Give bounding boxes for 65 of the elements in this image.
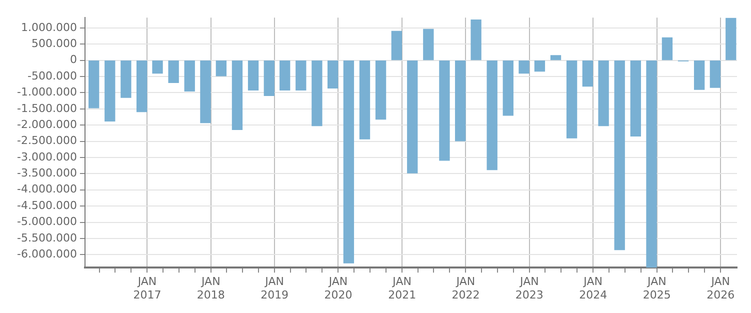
x-tick-label: JAN 2026: [706, 275, 735, 302]
bar: [391, 30, 402, 60]
bar: [470, 20, 482, 60]
bar: [582, 60, 594, 87]
bar: [726, 18, 736, 60]
x-tick-label: JAN 2018: [196, 275, 225, 302]
bar: [216, 60, 227, 76]
bar: [407, 60, 418, 174]
bar: [136, 60, 148, 112]
x-tick-label: JAN 2020: [324, 275, 352, 302]
bar: [264, 60, 274, 96]
x-tick-label: JAN 2023: [515, 275, 544, 302]
x-tick-label: JAN 2025: [642, 275, 671, 302]
x-tick-label: JAN 2017: [133, 275, 162, 302]
bar: [359, 60, 370, 140]
y-tick-label: -1.000.000: [17, 86, 77, 99]
bar: [232, 60, 243, 130]
bar: [104, 60, 116, 122]
y-tick-label: -5.000.000: [17, 215, 77, 228]
bar: [280, 60, 290, 90]
y-tick-label: -4.000.000: [17, 182, 77, 196]
bar: [614, 60, 625, 250]
y-tick-label: -6.000.000: [17, 248, 77, 261]
y-tick-label: -2.500.000: [17, 134, 77, 148]
bar: [486, 60, 498, 170]
bar: [200, 60, 211, 124]
bar: [375, 60, 386, 120]
bar: [312, 60, 322, 126]
y-tick-label: -2.000.000: [17, 118, 77, 131]
bar: [502, 60, 514, 116]
y-tick-label: -3.000.000: [17, 150, 77, 164]
bar: [439, 60, 450, 161]
bar: [168, 60, 179, 84]
bar: [710, 60, 721, 88]
bar: [184, 60, 195, 92]
bar: [550, 55, 562, 60]
bar: [248, 60, 259, 90]
bar: [328, 60, 338, 89]
bar: [694, 60, 705, 90]
bar: [423, 28, 434, 60]
y-tick-label: -4.500.000: [17, 198, 77, 212]
x-tick-label: JAN 2022: [452, 275, 480, 302]
bar: [646, 60, 657, 268]
bar: [566, 60, 578, 138]
y-tick-label: 1.000.000: [20, 20, 77, 34]
bar: [662, 37, 673, 60]
bar: [120, 60, 132, 98]
y-tick-label: -500.000: [27, 69, 77, 82]
y-tick-label: -5.500.000: [17, 231, 77, 244]
x-tick-label: JAN 2024: [579, 275, 608, 302]
bar: [152, 60, 163, 74]
y-tick-label: -1.500.000: [17, 102, 77, 115]
y-tick-label: -3.500.000: [17, 166, 77, 180]
x-tick-label: JAN 2019: [260, 275, 289, 302]
y-tick-label: 0: [70, 53, 77, 66]
bar: [88, 60, 100, 108]
bar: [343, 60, 354, 264]
x-tick-label: JAN 2021: [388, 275, 416, 302]
bar: [630, 60, 641, 136]
bar: [455, 60, 466, 142]
y-tick-label: 500.000: [31, 37, 77, 50]
bar: [296, 60, 306, 90]
bar: [598, 60, 609, 126]
bar: [534, 60, 546, 72]
bar: [518, 60, 530, 74]
